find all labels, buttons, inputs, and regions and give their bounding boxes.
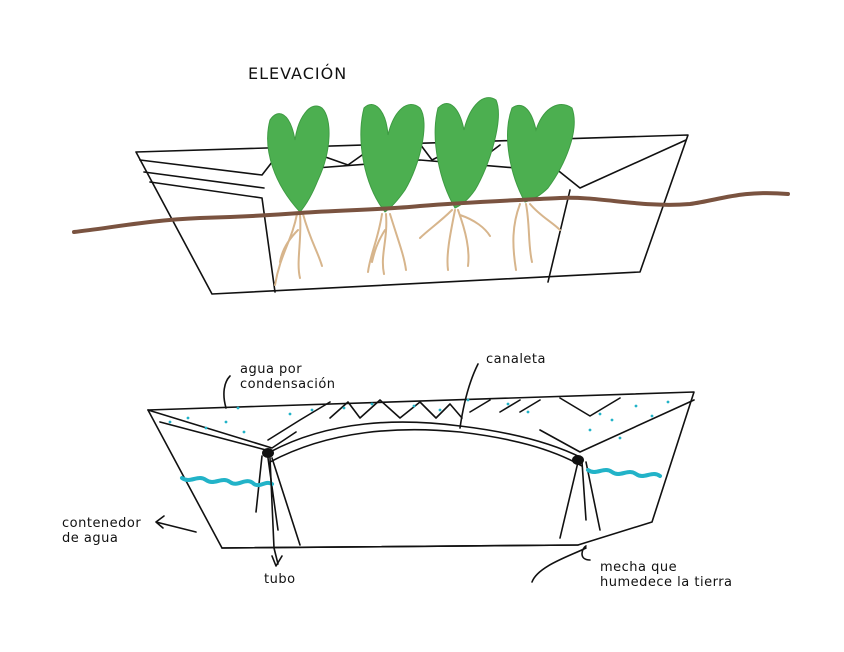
leaf-icon (267, 105, 330, 213)
plant-3 (419, 97, 499, 271)
plant-4 (507, 104, 575, 271)
leaf-icon (434, 97, 499, 209)
leaf-icon (360, 103, 425, 213)
section-sketch (147, 363, 695, 583)
arrow-wick (531, 545, 591, 583)
soil-line (72, 191, 790, 234)
arrow-gutter (459, 363, 479, 429)
planter-outline-top (135, 134, 689, 295)
arrow-tube (269, 457, 283, 567)
container-outline (147, 391, 695, 549)
title-label: ELEVACIÓN (248, 64, 348, 83)
water-level-right (586, 468, 662, 478)
arrow-condensation (223, 375, 231, 409)
wick-right (559, 461, 601, 539)
arrow-container (155, 515, 197, 533)
gutter-label: canaleta (486, 352, 546, 367)
tube-end-left (262, 448, 274, 458)
leaf-icon (507, 104, 575, 203)
plant-2 (360, 103, 425, 275)
container-label: contenedor de agua (62, 516, 142, 546)
elevation-sketch (72, 97, 790, 295)
plant-1 (267, 105, 330, 286)
wick-label: mecha que humedece la tierra (600, 560, 733, 590)
tube-end-right (572, 455, 584, 465)
gutter-arch (269, 421, 583, 467)
condensation-label: agua por condensación (240, 362, 336, 392)
soil-band (147, 397, 695, 453)
water-level-left (180, 476, 274, 488)
container-bottom-line (221, 544, 579, 549)
wick-left (255, 455, 301, 546)
condensation-dots (168, 398, 670, 440)
tube-label: tubo (264, 572, 296, 587)
